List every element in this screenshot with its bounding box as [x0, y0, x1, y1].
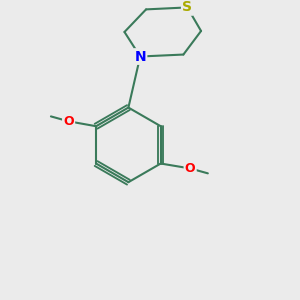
Text: N: N [134, 50, 146, 64]
Text: S: S [182, 0, 192, 14]
Text: O: O [63, 115, 74, 128]
Text: O: O [185, 162, 196, 175]
